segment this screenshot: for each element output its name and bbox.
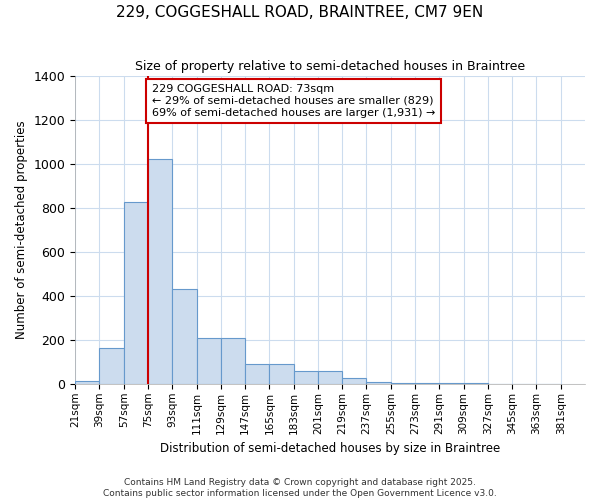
Bar <box>245 364 269 384</box>
Bar <box>367 382 391 384</box>
Y-axis label: Number of semi-detached properties: Number of semi-detached properties <box>15 120 28 339</box>
Bar <box>197 338 221 384</box>
Text: 229, COGGESHALL ROAD, BRAINTREE, CM7 9EN: 229, COGGESHALL ROAD, BRAINTREE, CM7 9EN <box>116 5 484 20</box>
Bar <box>269 364 293 384</box>
Bar <box>415 383 439 384</box>
Bar <box>391 383 415 384</box>
X-axis label: Distribution of semi-detached houses by size in Braintree: Distribution of semi-detached houses by … <box>160 442 500 455</box>
Bar <box>293 370 318 384</box>
Bar <box>75 380 100 384</box>
Bar <box>318 370 342 384</box>
Text: Contains HM Land Registry data © Crown copyright and database right 2025.
Contai: Contains HM Land Registry data © Crown c… <box>103 478 497 498</box>
Title: Size of property relative to semi-detached houses in Braintree: Size of property relative to semi-detach… <box>135 60 525 73</box>
Bar <box>221 338 245 384</box>
Bar <box>148 159 172 384</box>
Bar <box>124 202 148 384</box>
Text: 229 COGGESHALL ROAD: 73sqm
← 29% of semi-detached houses are smaller (829)
69% o: 229 COGGESHALL ROAD: 73sqm ← 29% of semi… <box>152 84 436 117</box>
Bar <box>172 289 197 384</box>
Bar <box>342 378 367 384</box>
Bar <box>100 348 124 384</box>
